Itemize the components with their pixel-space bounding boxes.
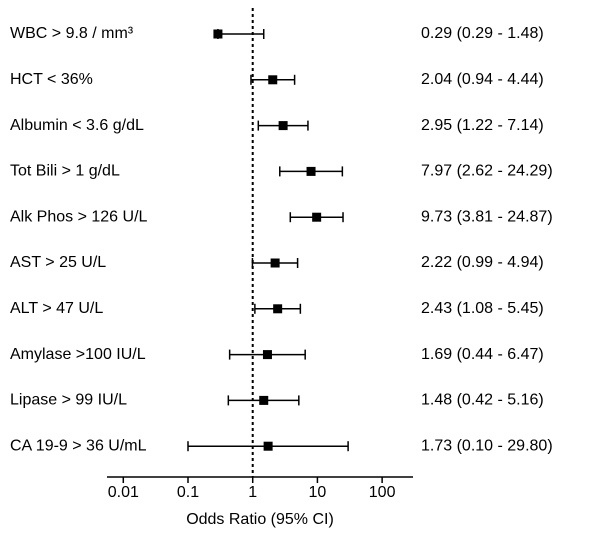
x-tick-label: 0.01 xyxy=(108,484,139,501)
value-label: 2.43 (1.08 - 5.45) xyxy=(421,300,544,317)
value-label: 1.69 (0.44 - 6.47) xyxy=(421,346,544,363)
point-estimate xyxy=(259,395,269,405)
point-estimate xyxy=(278,121,288,131)
row-label: Lipase > 99 IU/L xyxy=(10,392,127,409)
point-estimate xyxy=(262,350,272,360)
point-estimate xyxy=(312,212,322,222)
x-tick-label: 1 xyxy=(248,484,257,501)
value-label: 1.48 (0.42 - 5.16) xyxy=(421,392,544,409)
row-label: Tot Bili > 1 g/dL xyxy=(10,163,120,180)
value-label: 0.29 (0.29 - 1.48) xyxy=(421,25,544,42)
row-label: Amylase >100 IU/L xyxy=(10,346,146,363)
row-label: HCT < 36% xyxy=(10,71,93,88)
value-label: 2.95 (1.22 - 7.14) xyxy=(421,117,544,134)
x-tick-label: 100 xyxy=(369,484,396,501)
x-tick-label: 10 xyxy=(309,484,327,501)
point-estimate xyxy=(263,441,273,451)
value-label: 9.73 (3.81 - 24.87) xyxy=(421,208,553,225)
value-label: 7.97 (2.62 - 24.29) xyxy=(421,163,553,180)
row-label: Alk Phos > 126 U/L xyxy=(10,208,148,225)
x-tick-label: 0.1 xyxy=(177,484,199,501)
row-label: WBC > 9.8 / mm³ xyxy=(10,25,134,42)
point-estimate xyxy=(306,166,316,176)
value-label: 2.22 (0.99 - 4.94) xyxy=(421,254,544,271)
row-label: CA 19-9 > 36 U/mL xyxy=(10,437,147,454)
point-estimate xyxy=(270,258,280,268)
point-estimate xyxy=(213,29,223,39)
point-estimate xyxy=(268,75,278,85)
row-label: AST > 25 U/L xyxy=(10,254,106,271)
row-label: Albumin < 3.6 g/dL xyxy=(10,117,144,134)
x-axis-label: Odds Ratio (95% CI) xyxy=(186,511,334,528)
row-label: ALT > 47 U/L xyxy=(10,300,103,317)
point-estimate xyxy=(273,304,283,314)
value-label: 2.04 (0.94 - 4.44) xyxy=(421,71,544,88)
value-label: 1.73 (0.10 - 29.80) xyxy=(421,437,553,454)
